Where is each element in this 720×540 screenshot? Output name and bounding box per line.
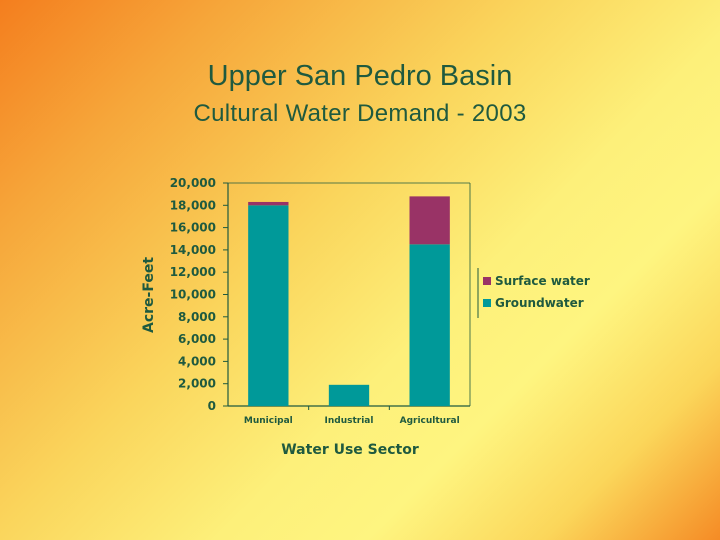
y-tick-label: 2,000 [178,377,216,391]
y-tick-label: 12,000 [170,265,216,279]
legend-swatch [483,299,491,307]
x-tick-label: Industrial [325,416,374,426]
y-tick-label: 16,000 [170,221,216,235]
y-tick-label: 18,000 [170,198,216,212]
y-tick-label: 8,000 [178,310,216,324]
bar-surface-water [248,201,289,206]
x-tick-label: Agricultural [400,416,460,426]
legend-swatch [483,277,491,285]
y-tick-label: 10,000 [170,288,216,302]
legend-label: Surface water [495,274,590,288]
y-tick-label: 6,000 [178,332,216,346]
x-tick-label: Municipal [244,416,293,426]
bar-groundwater [409,244,450,406]
x-axis-label: Water Use Sector [281,442,419,458]
y-axis-label: Acre-Feet [141,257,157,333]
y-tick-label: 20,000 [170,176,216,190]
bar-groundwater [248,205,289,406]
y-tick-label: 0 [208,399,216,413]
bar-groundwater [328,384,370,406]
bar-surface-water [409,196,450,245]
slide-subtitle: Cultural Water Demand - 2003 [193,100,527,127]
slide-title: Upper San Pedro Basin [207,60,513,92]
legend-label: Groundwater [495,296,584,310]
y-tick-label: 14,000 [170,243,216,257]
y-tick-label: 4,000 [178,354,216,368]
